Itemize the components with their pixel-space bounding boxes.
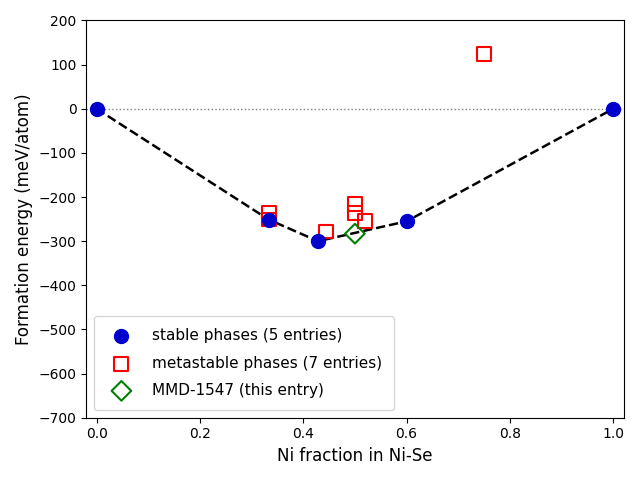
stable phases (5 entries) — [401, 217, 412, 225]
MMD-1547 (this entry) — [350, 230, 360, 238]
Y-axis label: Formation energy (meV/atom): Formation energy (meV/atom) — [15, 93, 33, 345]
Legend: stable phases (5 entries), metastable phases (7 entries), MMD-1547 (this entry): stable phases (5 entries), metastable ph… — [94, 316, 394, 410]
metastable phases (7 entries) — [479, 50, 489, 58]
metastable phases (7 entries) — [360, 217, 371, 225]
stable phases (5 entries) — [608, 105, 618, 113]
metastable phases (7 entries) — [264, 216, 274, 223]
metastable phases (7 entries) — [321, 228, 331, 235]
stable phases (5 entries) — [264, 216, 274, 223]
metastable phases (7 entries) — [350, 200, 360, 207]
metastable phases (7 entries) — [350, 210, 360, 217]
stable phases (5 entries) — [313, 237, 323, 245]
metastable phases (7 entries) — [264, 209, 274, 216]
stable phases (5 entries) — [92, 105, 102, 113]
X-axis label: Ni fraction in Ni-Se: Ni fraction in Ni-Se — [277, 447, 433, 465]
